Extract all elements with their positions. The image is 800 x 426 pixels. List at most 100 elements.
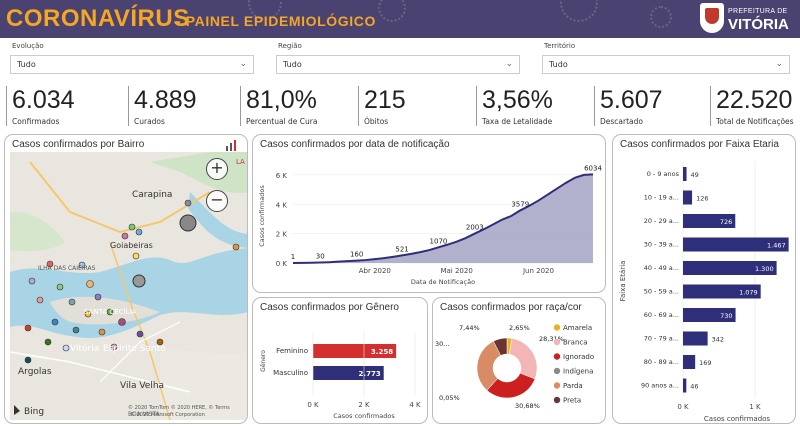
chevron-down-icon: ⌄ (775, 59, 783, 69)
timeline-card-title: Casos confirmados por data de notificaçã… (260, 139, 450, 150)
filter-evolucao-dropdown[interactable]: Tudo ⌄ (10, 55, 254, 74)
map-canvas: Carapina Goiabeiras ILHA DAS CAIEIRAS SA… (10, 152, 247, 420)
category-label: Masculino (273, 369, 308, 377)
y-axis-title: Gênero (260, 350, 267, 372)
x-tick-label: 0 K (677, 403, 689, 411)
age-card-title: Casos confirmados por Faixa Etaria (620, 139, 779, 150)
series-line (292, 173, 594, 264)
legend-swatch (553, 396, 561, 404)
bar (683, 331, 708, 346)
minus-icon: − (210, 190, 224, 209)
visual-icon[interactable] (225, 139, 239, 151)
y-tick-label: 0 K (276, 260, 288, 268)
kpi-label: Descartado (600, 117, 643, 126)
gender-chart: Feminino 3.258 Masculino 2.773 Gênero 0 K 2 K 4… (260, 332, 421, 420)
kpi-divider (358, 86, 359, 126)
category-label: 40 - 49 a... (644, 264, 679, 272)
race-card: Casos confirmados por raça/cor 2,65% 28,3… (432, 297, 606, 424)
legend-label: Preta (563, 397, 581, 405)
zoom-in-button[interactable]: + (206, 158, 228, 180)
map-label-ilha-caieiras: ILHA DAS CAIEIRAS (38, 265, 96, 272)
kpi-value: 5.607 (600, 86, 663, 114)
virus-decoration (560, 0, 598, 22)
crest-icon (700, 3, 724, 33)
filter-label-evolucao: Evolução (12, 42, 44, 50)
category-label: 30 - 39 a... (644, 241, 679, 249)
data-label: 6034 (584, 164, 602, 172)
data-label: 1 (291, 253, 295, 261)
data-label: 3579 (511, 200, 529, 208)
pie-slice (509, 338, 538, 380)
kpi-descartado: 5.607 Descartado (594, 82, 704, 128)
kpi-divider (128, 86, 129, 126)
gender-card-title: Casos confirmados por Gênero (260, 302, 399, 313)
y-tick-label: 4 K (276, 201, 288, 209)
page-subtitle: - PAINEL EPIDEMIOLÓGICO (176, 13, 376, 29)
data-label: 2003 (466, 224, 484, 232)
virus-decoration (650, 6, 672, 28)
kpi-divider (240, 86, 241, 126)
kpi-value: 81,0% (246, 86, 317, 114)
zoom-out-button[interactable]: − (206, 190, 228, 212)
map-label-vitoria: Vitória (70, 343, 99, 354)
legend-swatch (553, 324, 561, 331)
gender-card: Casos confirmados por Gênero Feminino 3.2… (252, 297, 428, 424)
legend-label: Ignorado (563, 353, 594, 361)
legend-swatch (553, 382, 561, 389)
kpi-label: Total de Notificações (716, 117, 794, 126)
kpi-divider (594, 86, 595, 126)
y-tick-label: 2 K (276, 231, 288, 239)
data-label: 160 (350, 251, 363, 259)
prefeitura-logo: PREFEITURA DE VITÓRIA (700, 3, 789, 35)
kpi-label: Curados (134, 117, 165, 126)
x-tick-label: 1 K (749, 403, 761, 411)
timeline-chart: 0 K 2 K 4 K 6 K 1 30 160 521 1070 2003 3579 6034 Abr… (258, 164, 602, 286)
legend-label: Amarela (563, 324, 592, 332)
bar-value-label: 726 (720, 218, 732, 226)
category-label: 60 - 69 a... (644, 311, 679, 319)
filter-regiao-dropdown[interactable]: Tudo ⌄ (276, 55, 520, 74)
x-axis-title: Data de Notificação (411, 278, 475, 286)
map-card-title: Casos confirmados por Bairro (12, 139, 145, 150)
kpi-obitos: 215 Óbitos (358, 82, 466, 128)
virus-decoration (378, 0, 406, 22)
map-attribution: © 2020 TomTom © 2020 HERE, © Terms (128, 404, 230, 411)
category-label: 80 - 89 a... (644, 358, 679, 366)
bairro-map[interactable]: Carapina Goiabeiras ILHA DAS CAIEIRAS SA… (10, 152, 247, 420)
y-tick-label: 6 K (276, 172, 288, 180)
slice-label: 0,05% (439, 394, 460, 402)
age-card: Casos confirmados por Faixa Etaria 0 K 1 … (612, 134, 796, 424)
pie-slice (493, 337, 508, 356)
kpi-value: 4.889 (134, 86, 197, 114)
bar (683, 190, 693, 205)
category-label: 10 - 19 a... (644, 194, 679, 202)
page-title: CORONAVÍRUS (6, 5, 190, 32)
kpi-total-notificacoes: 22.520 Total de Notificações (710, 82, 798, 128)
bar-value-label: 730 (720, 312, 732, 320)
category-label: 90 anos a... (641, 382, 679, 390)
filter-evolucao-value: Tudo (17, 60, 36, 69)
kpi-divider (6, 86, 7, 126)
category-label: 70 - 79 a... (644, 335, 679, 343)
age-chart: 0 K 1 K 0 - 9 anos 49 10 - 19 a... 126 20 - 29… (619, 161, 789, 423)
x-axis-title: Casos confirmados (704, 415, 771, 423)
kpi-value: 6.034 (12, 86, 75, 114)
bar-value-label: 1.079 (739, 289, 758, 297)
kpi-taxa-letalidade: 3,56% Taxa de Letalidade (476, 82, 586, 128)
kpi-value: 3,56% (482, 86, 553, 114)
kpi-confirmados: 6.034 Confirmados (6, 82, 118, 128)
bar-value-label: 1.467 (767, 242, 786, 250)
bar-value-label: 126 (696, 195, 708, 203)
legend-label: Parda (563, 382, 583, 390)
kpi-label: Confirmados (12, 117, 60, 126)
legend-swatch (553, 367, 561, 375)
filter-territorio-dropdown[interactable]: Tudo ⌄ (542, 55, 790, 74)
legend-swatch (553, 338, 561, 346)
slice-label: 30... (435, 340, 449, 348)
race-chart: 2,65% 28,31% 30,68% 0,05% 30... 7,44% Amarela B… (435, 324, 594, 410)
bar-value-label: 49 (691, 171, 699, 179)
slice-label: 30,68% (515, 402, 540, 410)
map-label-carapina: Carapina (132, 190, 172, 200)
slice-label: 7,44% (459, 324, 480, 332)
filter-territorio-value: Tudo (549, 60, 568, 69)
